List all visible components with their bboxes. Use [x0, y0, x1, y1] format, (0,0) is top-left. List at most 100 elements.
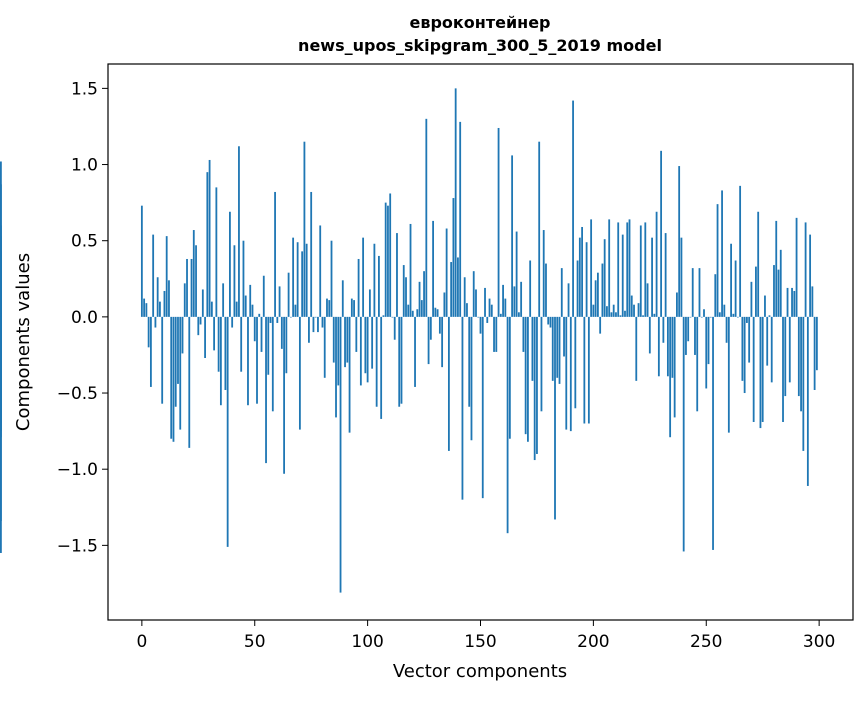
- y-tick-label: 0.0: [71, 308, 98, 328]
- bar-component-291: [797, 316, 800, 397]
- bar-component-18: [181, 316, 184, 354]
- bar-component-24: [195, 245, 197, 317]
- bar-component-66: [289, 316, 292, 318]
- bar-component-120: [411, 310, 414, 317]
- bar-component-271: [752, 316, 755, 422]
- x-tick-label: 50: [244, 632, 266, 652]
- bar-component-246: [696, 316, 699, 412]
- bar-component-47: [247, 316, 249, 406]
- bar-component-195: [581, 226, 583, 317]
- bar-component-275: [761, 316, 764, 422]
- bar-component-283: [779, 249, 782, 317]
- bar-component-272: [755, 266, 757, 317]
- bar-component-264: [736, 316, 739, 318]
- bar-component-100: [366, 316, 369, 383]
- bar-component-95: [355, 316, 358, 352]
- bar-component-176: [538, 141, 541, 317]
- bar-component-124: [420, 300, 423, 317]
- bar-component-21: [188, 316, 191, 448]
- bar-component-200: [592, 304, 595, 317]
- bar-component-126: [425, 118, 428, 317]
- bar-component-204: [601, 263, 604, 317]
- bar-component-142: [461, 316, 464, 500]
- bar-component-54: [262, 275, 265, 317]
- bar-component-280: [773, 265, 775, 317]
- bar-component-52: [258, 313, 261, 317]
- bar-component-98: [362, 237, 365, 317]
- bar-component-212: [619, 315, 622, 317]
- bar-component-259: [725, 316, 728, 343]
- bar-component-3: [147, 316, 150, 348]
- bar-component-136: [447, 316, 450, 451]
- bar-component-146: [470, 316, 473, 441]
- bar-component-4: [149, 316, 152, 387]
- bar-component-184: [556, 316, 559, 378]
- bar-component-134: [443, 292, 446, 317]
- bar-component-10: [163, 290, 166, 317]
- bar-component-110: [389, 193, 392, 317]
- bar-component-83: [328, 300, 331, 317]
- bar-component-209: [612, 304, 615, 317]
- bar-component-219: [635, 316, 638, 381]
- bar-component-87: [337, 316, 340, 386]
- bar-component-67: [292, 237, 295, 317]
- bar-component-249: [703, 309, 705, 317]
- bar-component-28: [204, 316, 206, 358]
- bar-component-226: [651, 237, 653, 317]
- bar-component-199: [590, 219, 593, 317]
- bar-component-205: [603, 239, 606, 317]
- bar-component-122: [416, 309, 419, 317]
- bar-component-61: [278, 286, 281, 317]
- bar-component-30: [208, 159, 211, 317]
- bar-component-159: [499, 313, 502, 317]
- bar-component-197: [585, 242, 588, 317]
- bar-component-130: [434, 307, 437, 317]
- bar-component-129: [432, 220, 434, 317]
- bar-component-53: [260, 316, 263, 352]
- bar-component-133: [441, 316, 444, 368]
- bar-component-50: [253, 316, 256, 342]
- bar-component-148: [475, 289, 477, 317]
- bar-component-115: [400, 316, 403, 404]
- bar-component-242: [687, 316, 690, 342]
- x-tick-label: 300: [803, 632, 835, 652]
- bar-component-298: [813, 316, 816, 390]
- bar-component-85: [332, 316, 335, 363]
- bar-component-220: [637, 303, 640, 317]
- chart-title: евроконтейнер: [409, 13, 550, 32]
- bar-component-245: [694, 316, 696, 355]
- bar-component-103: [373, 243, 376, 317]
- bar-component-34: [217, 316, 220, 372]
- bar-component-293: [802, 316, 805, 451]
- bar-component-118: [407, 304, 410, 317]
- bar-component-141: [459, 121, 462, 317]
- bar-component-191: [572, 100, 574, 317]
- bar-component-215: [626, 222, 629, 317]
- bar-component-149: [477, 316, 480, 318]
- bar-component-277: [766, 316, 769, 366]
- bar-component-208: [610, 312, 613, 317]
- bar-component-25: [197, 316, 200, 336]
- x-tick-label: 200: [577, 632, 609, 652]
- bar-component-234: [669, 316, 672, 438]
- bar-component-190: [569, 316, 572, 432]
- bar-component-231: [662, 316, 665, 343]
- bar-component-260: [727, 316, 730, 433]
- bar-component-221: [639, 225, 642, 317]
- bar-component-241: [685, 316, 687, 355]
- bar-component-20: [186, 258, 188, 317]
- bar-component-123: [418, 281, 421, 317]
- bar-component-222: [642, 315, 644, 317]
- bar-component-168: [520, 281, 523, 317]
- bar-component-undefined: [0, 316, 2, 401]
- bar-component-131: [436, 309, 439, 317]
- bar-component-274: [759, 316, 762, 429]
- bar-component-97: [359, 316, 362, 386]
- bar-component-116: [402, 265, 405, 317]
- bar-component-251: [707, 316, 710, 365]
- bar-component-269: [748, 316, 751, 363]
- bar-component-258: [723, 304, 726, 317]
- bar-component-188: [565, 316, 568, 430]
- bar-component-290: [795, 217, 798, 317]
